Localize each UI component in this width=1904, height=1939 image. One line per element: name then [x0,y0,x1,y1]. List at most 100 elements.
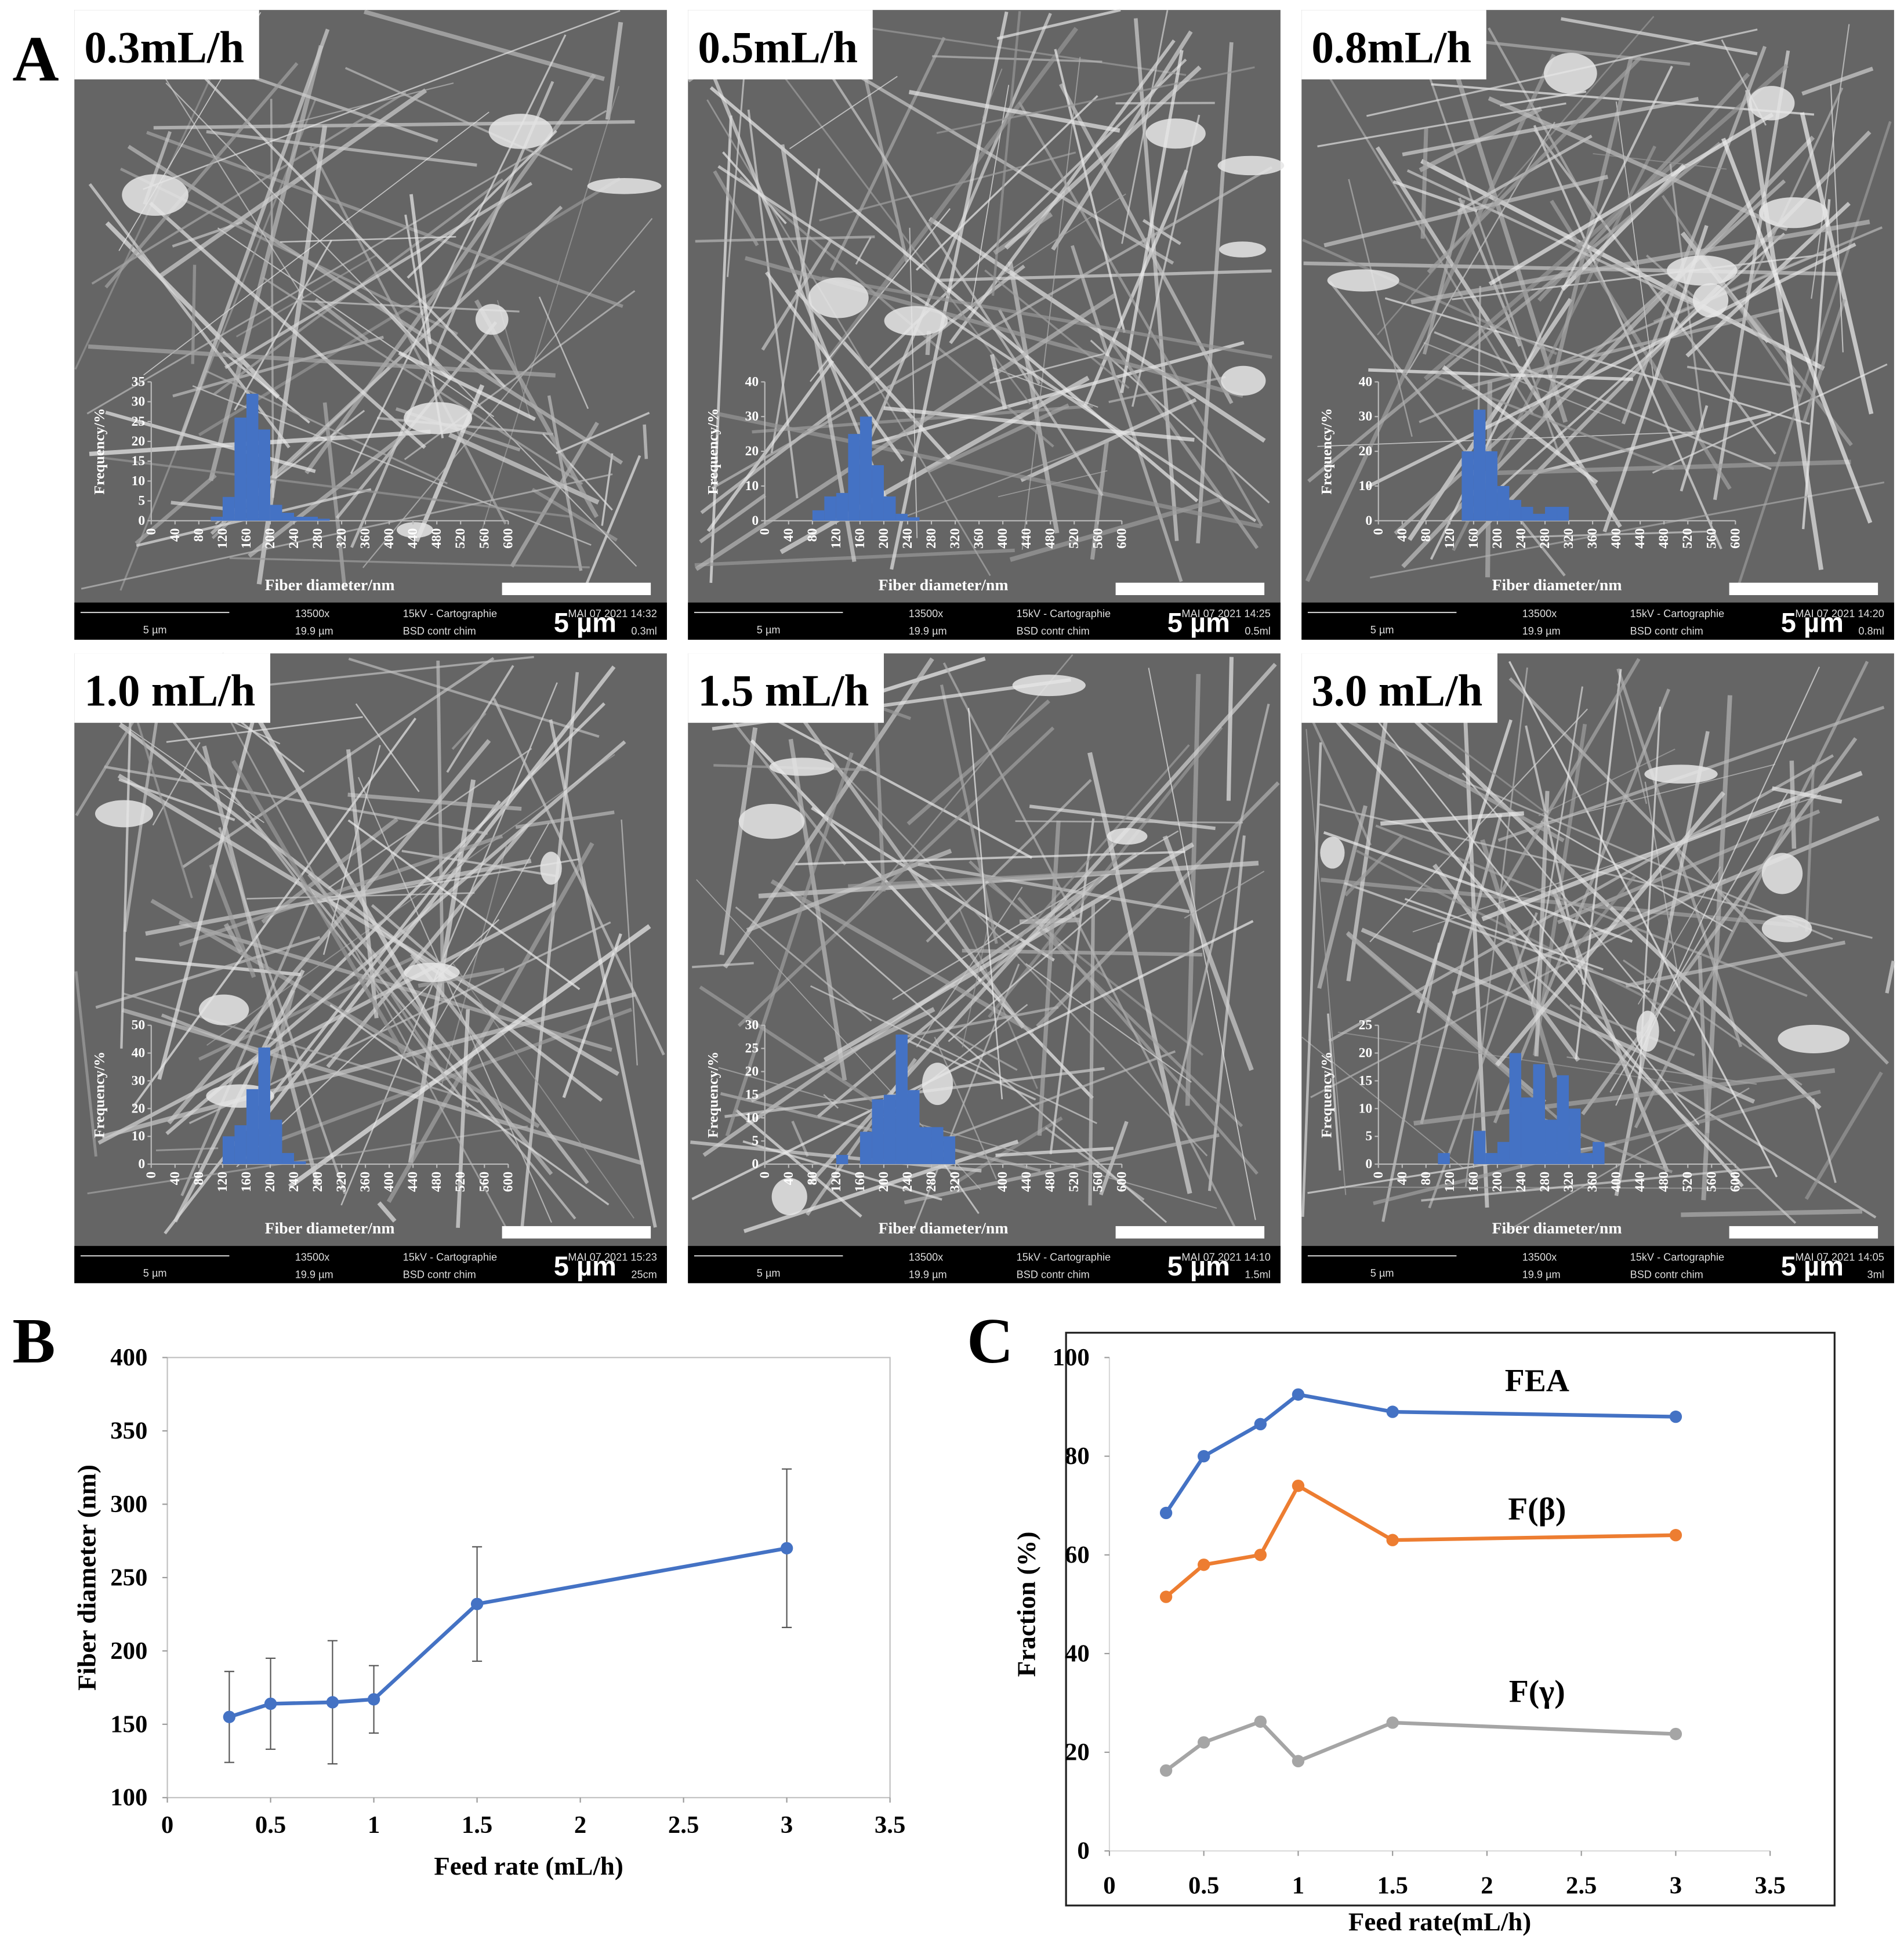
fiber [192,385,592,546]
fiber [149,201,426,450]
fiber [277,1007,633,1142]
fiber [1392,180,1478,212]
fiber [202,745,320,1187]
fiber [712,411,1262,529]
y-tick-label: 10 [132,473,146,488]
data-point [1669,1727,1682,1741]
x-tick-label: 0 [144,528,159,535]
y-tick-label: 250 [110,1564,147,1591]
x-tick-label: 200 [263,1172,278,1192]
fiber [1419,226,1883,423]
data-point [1292,1479,1305,1492]
data-point [1159,1764,1173,1777]
fiber [146,48,304,299]
fiber [1452,253,1825,300]
histogram-bar [1545,506,1557,521]
info-sample: 0.5ml [1245,625,1270,637]
y-tick-label: 30 [132,394,146,409]
histogram-bar [246,1089,259,1165]
fiber [1059,83,1234,404]
y-tick-label: 0 [752,513,759,528]
histogram-bar [1509,1053,1521,1165]
histogram-bar [895,513,908,521]
x-tick-label: 480 [429,528,444,549]
fiber [862,12,1052,454]
fiber [1317,102,1566,147]
fiber [1109,339,1259,549]
histogram-bar [211,516,223,521]
scale-bar-label: 5 µm [554,607,616,638]
x-tick-label: 520 [453,528,468,549]
y-tick-label: 0 [1365,1157,1372,1172]
fiber [1464,667,1528,1187]
x-tick-label: 160 [1466,1172,1481,1192]
histogram-bar [859,1132,872,1165]
fiber [377,1201,397,1223]
fiber [1745,87,1844,293]
x-tick-label: 360 [1585,1172,1600,1192]
fiber [104,62,299,289]
label-box [688,653,884,723]
x-tick-label: 0.5 [255,1811,286,1839]
fiber [231,760,407,1058]
series-line [1165,1483,1676,1599]
x-tick-label: 160 [1466,528,1481,549]
x-tick-label: 560 [1704,528,1719,549]
fiber [1804,1071,1883,1200]
histogram-bar [246,393,259,521]
fiber [562,933,622,1099]
fiber [1802,299,1846,424]
x-tick-label: 2.5 [1566,1872,1597,1900]
bead [475,304,509,335]
fiber [830,37,946,271]
fiber [758,861,1259,898]
fiber [643,424,648,459]
x-axis-title: Fiber diameter/nm [879,1220,1009,1238]
fiber [1148,668,1256,1220]
x-tick-label: 0 [757,528,773,535]
fiber [418,967,505,988]
fiber [1569,1003,1695,1057]
x-axis-title: Feed rate (mL/h) [434,1851,623,1880]
series-line [1165,1719,1676,1773]
fiber [209,864,256,978]
fiber [88,344,556,378]
fiber [1120,50,1184,393]
y-tick-label: 0 [752,1157,759,1172]
fiber [692,962,754,969]
fiber [288,924,651,1189]
fiber [1307,142,1721,483]
fiber [474,299,599,518]
label-box [688,10,873,79]
x-tick-label: 240 [1514,528,1529,549]
x-tick-label: 400 [382,528,397,549]
fiber [180,903,310,1197]
fiber [1410,219,1870,305]
fiber [269,702,605,1034]
series-label: F(γ) [1509,1674,1565,1710]
fiber [155,1147,219,1151]
fiber [1015,820,1243,824]
bead [404,962,460,983]
y-tick-label: 20 [745,1064,759,1079]
x-axis-title: Feed rate(mL/h) [1348,1907,1531,1936]
bead [396,522,433,538]
y-tick-label: 50 [132,1018,146,1033]
info-mode: 15kV - Cartographie [1017,1251,1111,1263]
fiber [75,708,142,817]
fiber [157,680,266,1080]
fiber [1551,890,1670,1173]
fiber [1495,791,1725,1067]
sem-image [1301,10,1894,640]
histogram-bar [943,1136,956,1165]
fiber [940,684,998,944]
fiber [942,1028,1018,1071]
histogram-bar [306,516,318,521]
x-axis-title: Fiber diameter/nm [1492,576,1622,594]
histogram-bar [234,417,246,521]
x-tick-label: 0 [1371,1172,1386,1179]
x-tick-label: 120 [829,528,844,549]
bead [1761,853,1803,894]
fiber [795,850,1185,865]
y-tick-label: 5 [752,1133,759,1148]
